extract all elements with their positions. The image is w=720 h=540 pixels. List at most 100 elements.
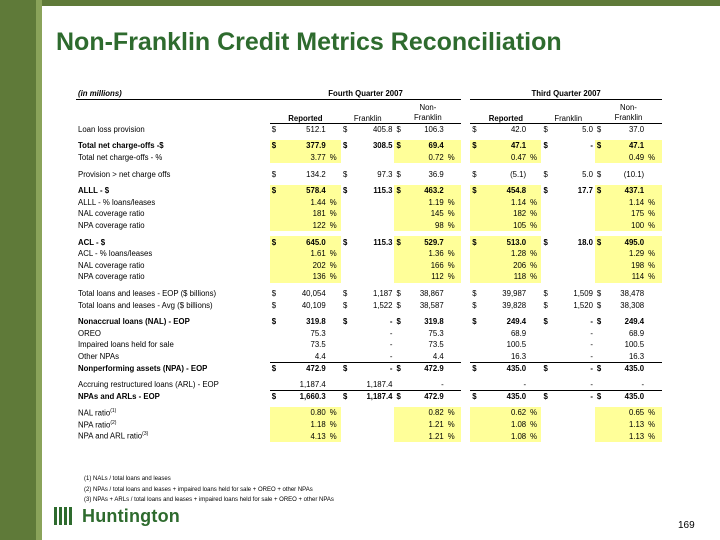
cell-reported: 1.44 <box>280 196 328 209</box>
cell-reported <box>269 271 281 283</box>
cell-reported: $ <box>271 300 277 310</box>
cell-reported <box>528 316 541 328</box>
page-number: 169 <box>678 520 695 531</box>
cell-non-franklin: $ <box>594 236 607 248</box>
cell-reported: % <box>528 247 542 260</box>
cell-franklin: $ <box>343 392 348 402</box>
cell-franklin: - <box>590 340 593 350</box>
row-label: NPAs and ARLs - EOP <box>78 391 160 401</box>
cell-non-franklin <box>594 271 607 283</box>
period-q3-header: Third Quarter 2007 <box>470 88 662 101</box>
table-row: NAL coverage ratio 202% 166% 206% 198% <box>76 259 662 272</box>
cell-non-franklin: % <box>445 247 462 260</box>
cell-reported: 1,187.4 <box>280 378 328 391</box>
cell-franklin <box>541 248 552 260</box>
cell-franklin <box>341 260 352 272</box>
cell-non-franklin: 36.9 <box>428 169 444 179</box>
cell-non-franklin: % <box>646 271 662 283</box>
cell-non-franklin <box>445 378 462 391</box>
cell-reported <box>470 208 482 220</box>
cell-non-franklin: $ <box>596 289 602 299</box>
row-label: Total loans and leases - Avg ($ billions… <box>78 300 213 310</box>
cell-reported <box>528 390 541 402</box>
cell-reported <box>470 151 482 164</box>
cell-franklin <box>341 407 352 419</box>
cell-non-franklin: $ <box>394 140 406 152</box>
cell-reported <box>328 390 341 402</box>
cell-franklin <box>341 350 353 363</box>
cell-franklin: 1,187.4 <box>352 378 395 391</box>
cell-non-franklin: $ <box>596 363 602 373</box>
cell-reported <box>328 288 341 300</box>
cell-reported: 100.5 <box>506 340 527 350</box>
cell-non-franklin: 4.4 <box>405 350 446 363</box>
cell-reported: 435.0 <box>506 363 527 373</box>
cell-franklin <box>553 419 595 431</box>
cell-reported <box>470 196 482 209</box>
cell-non-franklin: 463.2 <box>405 184 446 197</box>
cell-reported: % <box>327 208 342 220</box>
cell-non-franklin: $ <box>396 300 401 310</box>
cell-non-franklin: 1.13 <box>606 418 647 431</box>
cell-non-franklin <box>595 328 606 340</box>
cell-franklin <box>541 152 552 164</box>
cell-non-franklin: $ <box>596 317 602 327</box>
cell-non-franklin: 73.5 <box>428 340 444 350</box>
cell-non-franklin <box>594 418 607 431</box>
cell-non-franklin: $ <box>596 300 602 310</box>
cell-non-franklin: % <box>646 151 662 164</box>
cell-non-franklin: 0.65 <box>606 407 647 419</box>
cell-reported: $ <box>271 169 277 179</box>
cell-franklin: 405.8 <box>372 125 393 135</box>
cell-non-franklin: % <box>646 418 662 431</box>
cell-reported <box>470 271 482 283</box>
cell-franklin: 1,187 <box>372 289 393 299</box>
cell-reported <box>470 339 481 351</box>
cell-franklin <box>541 430 552 442</box>
cell-franklin: $ <box>343 125 348 135</box>
cell-reported: 0.80 <box>280 407 328 419</box>
cell-non-franklin <box>394 219 406 232</box>
cell-reported: % <box>528 151 542 164</box>
row-label: Total net charge-offs - % <box>78 153 163 163</box>
cell-reported <box>470 430 482 442</box>
cell-non-franklin: $ <box>396 363 401 373</box>
cell-reported <box>528 236 542 248</box>
table-row: NPA ratio(2) 1.18% 1.21% 1.08% 1.13% <box>76 418 662 431</box>
row-label: NPA and ARL ratio(3) <box>78 431 149 441</box>
cell-non-franklin <box>394 418 406 431</box>
cell-reported: 454.8 <box>481 184 529 197</box>
cell-reported <box>269 259 281 272</box>
cell-franklin: $ <box>343 237 348 247</box>
cell-non-franklin: % <box>646 219 662 232</box>
cell-non-franklin <box>394 407 406 419</box>
cell-reported: 472.9 <box>306 363 326 373</box>
cell-non-franklin <box>646 299 662 311</box>
table-row: Other NPAs 4.4-4.4 16.3-16.3 <box>76 350 662 363</box>
cell-franklin: 308.5 <box>372 141 393 151</box>
cell-reported <box>327 350 342 363</box>
cell-non-franklin <box>646 362 662 374</box>
cell-franklin: - <box>389 340 393 350</box>
cell-reported: % <box>528 418 542 431</box>
cell-non-franklin: 145 <box>405 208 446 220</box>
cell-non-franklin: $ <box>596 392 602 402</box>
cell-non-franklin: % <box>646 407 662 419</box>
cell-reported <box>470 328 481 340</box>
cell-franklin <box>341 419 352 431</box>
cell-franklin <box>541 260 552 272</box>
row-label: ALLL - $ <box>78 186 110 196</box>
cell-reported: 118 <box>481 271 529 283</box>
cell-non-franklin: 38,587 <box>419 300 444 310</box>
cell-reported: 377.9 <box>280 140 328 152</box>
cell-reported: 182 <box>481 208 529 220</box>
cell-franklin: 18.0 <box>577 237 593 247</box>
table-row: Total loans and leases - EOP ($ billions… <box>76 288 662 300</box>
cell-non-franklin: 112 <box>405 271 446 283</box>
cell-reported: % <box>528 407 542 419</box>
cell-non-franklin <box>646 378 662 391</box>
footnote-1: (1) NALs / total loans and leases <box>84 476 171 482</box>
cell-franklin <box>541 208 552 220</box>
cell-non-franklin <box>446 124 462 136</box>
cell-non-franklin: % <box>646 208 662 220</box>
